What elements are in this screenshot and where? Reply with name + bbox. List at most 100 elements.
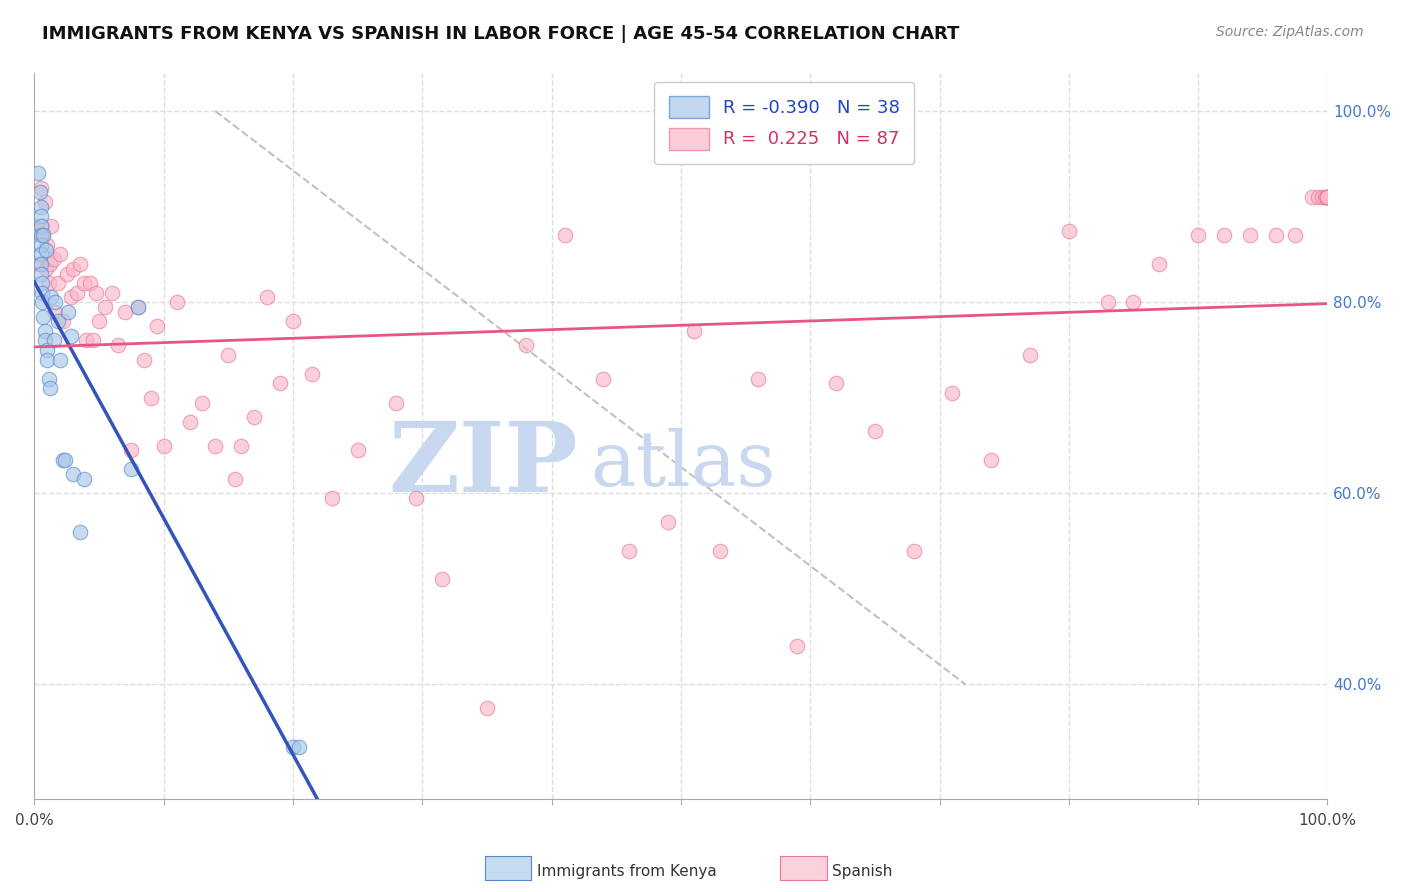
- Point: [30, 267, 52, 281]
- Point: [134, 352, 156, 367]
- Point: [475, 701, 498, 715]
- Point: [554, 228, 576, 243]
- Point: [55, 453, 77, 467]
- Point: [152, 439, 174, 453]
- Point: [1149, 257, 1171, 271]
- Point: [709, 543, 731, 558]
- Point: [42, 334, 65, 348]
- Point: [49, 352, 72, 367]
- Point: [657, 515, 679, 529]
- Point: [31, 276, 53, 290]
- Point: [139, 391, 162, 405]
- Point: [66, 285, 89, 300]
- Point: [28, 186, 51, 200]
- Point: [46, 276, 69, 290]
- Point: [32, 228, 55, 243]
- Point: [1316, 190, 1339, 204]
- Point: [256, 291, 278, 305]
- Point: [682, 324, 704, 338]
- Point: [38, 257, 60, 271]
- Point: [288, 739, 311, 754]
- Point: [1316, 190, 1339, 204]
- Point: [56, 305, 79, 319]
- Point: [37, 238, 59, 252]
- Point: [1301, 190, 1323, 204]
- Point: [224, 472, 246, 486]
- Point: [269, 376, 291, 391]
- Point: [825, 376, 848, 391]
- Point: [1187, 228, 1209, 243]
- Point: [146, 319, 169, 334]
- Point: [30, 247, 52, 261]
- Point: [1316, 190, 1339, 204]
- Point: [30, 209, 52, 223]
- Point: [107, 338, 129, 352]
- Point: [191, 395, 214, 409]
- Point: [72, 472, 94, 486]
- Point: [903, 543, 925, 558]
- Point: [217, 348, 239, 362]
- Point: [114, 305, 136, 319]
- Point: [32, 310, 55, 324]
- Text: Source: ZipAtlas.com: Source: ZipAtlas.com: [1216, 25, 1364, 39]
- Point: [127, 300, 149, 314]
- Point: [82, 334, 104, 348]
- Text: ZIP: ZIP: [388, 418, 578, 512]
- Point: [35, 243, 58, 257]
- Point: [127, 300, 149, 314]
- Text: Spanish: Spanish: [832, 864, 893, 879]
- Point: [1213, 228, 1236, 243]
- Point: [27, 166, 49, 180]
- Point: [30, 180, 52, 194]
- Point: [30, 257, 52, 271]
- Point: [62, 261, 84, 276]
- Point: [27, 224, 49, 238]
- Point: [1284, 228, 1306, 243]
- Point: [86, 285, 108, 300]
- Point: [94, 300, 117, 314]
- Point: [55, 267, 77, 281]
- Point: [52, 314, 75, 328]
- Point: [1264, 228, 1286, 243]
- Point: [941, 386, 963, 401]
- Point: [59, 291, 82, 305]
- Point: [72, 276, 94, 290]
- Point: [44, 305, 66, 319]
- Point: [28, 257, 51, 271]
- Point: [980, 453, 1002, 467]
- Point: [1097, 295, 1119, 310]
- Point: [243, 409, 266, 424]
- Text: IMMIGRANTS FROM KENYA VS SPANISH IN LABOR FORCE | AGE 45-54 CORRELATION CHART: IMMIGRANTS FROM KENYA VS SPANISH IN LABO…: [42, 25, 959, 43]
- Point: [786, 639, 808, 653]
- Point: [1057, 224, 1080, 238]
- Point: [30, 228, 52, 243]
- Point: [430, 572, 453, 586]
- Point: [1316, 190, 1339, 204]
- Point: [120, 443, 142, 458]
- Point: [30, 238, 52, 252]
- Point: [31, 295, 53, 310]
- Point: [515, 338, 537, 352]
- Point: [281, 739, 304, 754]
- Point: [1310, 190, 1333, 204]
- Point: [34, 194, 56, 209]
- Point: [38, 276, 60, 290]
- Point: [31, 219, 53, 233]
- Point: [120, 462, 142, 476]
- Point: [30, 219, 52, 233]
- Point: [69, 257, 91, 271]
- Point: [39, 291, 62, 305]
- Point: [69, 524, 91, 539]
- Point: [281, 314, 304, 328]
- Text: atlas: atlas: [591, 428, 776, 502]
- Point: [35, 261, 58, 276]
- Point: [37, 352, 59, 367]
- Point: [101, 285, 124, 300]
- Point: [863, 424, 886, 438]
- Point: [405, 491, 427, 505]
- Point: [1122, 295, 1144, 310]
- Point: [204, 439, 226, 453]
- Point: [1239, 228, 1261, 243]
- Point: [301, 367, 323, 381]
- Point: [62, 467, 84, 482]
